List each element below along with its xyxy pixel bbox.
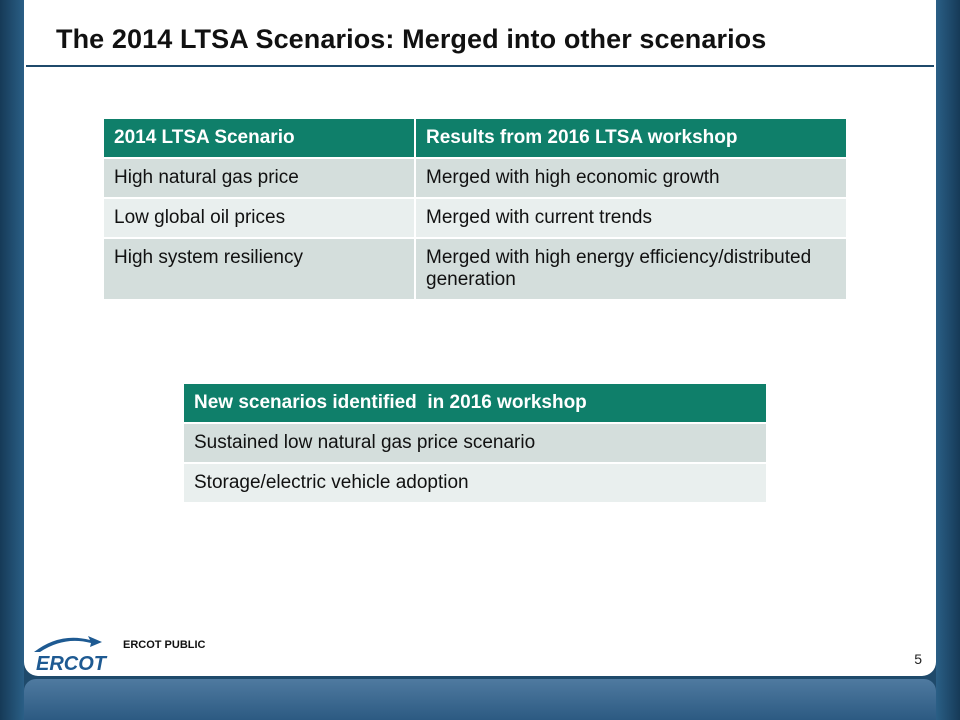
- table-row: Sustained low natural gas price scenario: [184, 423, 768, 464]
- table-header-cell: Results from 2016 LTSA workshop: [415, 119, 848, 159]
- page-number: 5: [914, 651, 922, 667]
- footer-band: [24, 679, 936, 720]
- table-cell: Merged with high economic growth: [415, 158, 848, 199]
- table-row: Storage/electric vehicle adoption: [184, 463, 768, 504]
- table-header-cell: 2014 LTSA Scenario: [104, 119, 416, 159]
- table-cell: Merged with high energy efficiency/distr…: [415, 238, 848, 301]
- logo-wordmark: ERCOT: [36, 653, 108, 674]
- table-cell: Merged with current trends: [415, 198, 848, 239]
- left-border: [0, 0, 24, 720]
- slide-canvas: The 2014 LTSA Scenarios: Merged into oth…: [24, 0, 936, 676]
- scenarios-table: 2014 LTSA Scenario Results from 2016 LTS…: [104, 119, 848, 301]
- table-row: Low global oil prices Merged with curren…: [104, 198, 848, 239]
- table-cell: High system resiliency: [104, 238, 416, 301]
- right-border: [936, 0, 960, 720]
- table-row: High natural gas price Merged with high …: [104, 158, 848, 199]
- table-cell: High natural gas price: [104, 158, 416, 199]
- title-divider: [26, 65, 934, 67]
- table-cell: Sustained low natural gas price scenario: [184, 423, 768, 464]
- new-scenarios-table: New scenarios identified in 2016 worksho…: [184, 384, 768, 504]
- table-cell: Storage/electric vehicle adoption: [184, 463, 768, 504]
- footer-classification: ERCOT PUBLIC: [123, 639, 206, 651]
- slide-title: The 2014 LTSA Scenarios: Merged into oth…: [56, 24, 767, 54]
- table-cell: Low global oil prices: [104, 198, 416, 239]
- table-header-row: New scenarios identified in 2016 worksho…: [184, 384, 768, 424]
- ercot-logo: ERCOT: [30, 630, 122, 675]
- table-header-row: 2014 LTSA Scenario Results from 2016 LTS…: [104, 119, 848, 159]
- table-header-cell: New scenarios identified in 2016 worksho…: [184, 384, 768, 424]
- table-row: High system resiliency Merged with high …: [104, 238, 848, 301]
